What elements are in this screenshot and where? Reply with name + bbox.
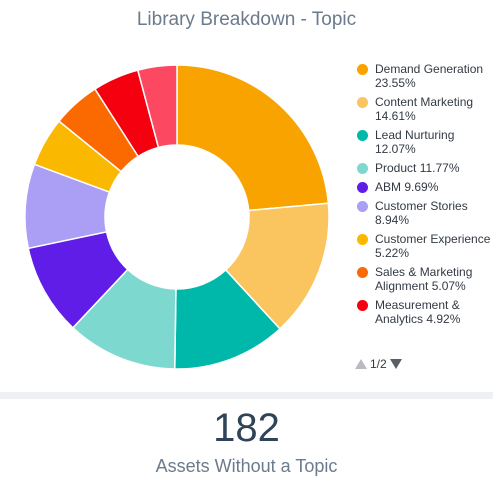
legend-swatch (357, 130, 368, 141)
legend-item[interactable]: Content Marketing 14.61% (357, 95, 493, 123)
legend-item[interactable]: ABM 9.69% (357, 180, 493, 194)
legend-label: Measurement & Analytics 4.92% (375, 298, 461, 326)
legend-label: ABM 9.69% (375, 180, 439, 194)
legend-item[interactable]: Sales & Marketing Alignment 5.07% (357, 265, 493, 293)
legend-swatch (357, 97, 368, 108)
assets-count: 182 (213, 406, 280, 450)
donut-slice-1[interactable] (176, 64, 330, 212)
legend-swatch (357, 267, 368, 278)
legend-item[interactable]: Demand Generation 23.55% (357, 62, 493, 90)
legend-item[interactable]: Product 11.77% (357, 161, 493, 175)
legend-pager: 1/2 (355, 357, 402, 371)
legend-label: Sales & Marketing Alignment 5.07% (375, 265, 473, 293)
donut-chart (24, 64, 330, 370)
legend-swatch (357, 234, 368, 245)
legend-label: Content Marketing 14.61% (375, 95, 474, 123)
donut-slice-10[interactable] (136, 64, 178, 149)
legend-label: Demand Generation 23.55% (375, 62, 484, 90)
legend-label: Customer Experience 5.22% (375, 232, 491, 260)
legend-swatch (357, 182, 368, 193)
chart-legend: Demand Generation 23.55% Content Marketin… (357, 62, 493, 331)
chart-title: Library Breakdown - Topic (136, 9, 357, 30)
legend-swatch (357, 201, 368, 212)
legend-item[interactable]: Lead Nurturing 12.07% (357, 128, 493, 156)
legend-item[interactable]: Measurement & Analytics 4.92% (357, 298, 493, 326)
legend-item[interactable]: Customer Stories 8.94% (357, 199, 493, 227)
legend-label: Lead Nurturing 12.07% (375, 128, 455, 156)
triangle-down-icon[interactable] (389, 359, 402, 369)
legend-swatch (357, 163, 368, 174)
legend-swatch (357, 300, 368, 311)
legend-label: Product 11.77% (375, 161, 460, 175)
pager-text: 1/2 (370, 357, 387, 371)
triangle-up-icon[interactable] (355, 359, 367, 369)
legend-item[interactable]: Customer Experience 5.22% (357, 232, 493, 260)
assets-count-label: Assets Without a Topic (155, 456, 338, 476)
legend-swatch (357, 64, 368, 75)
section-divider (0, 392, 493, 399)
legend-label: Customer Stories 8.94% (375, 199, 468, 227)
